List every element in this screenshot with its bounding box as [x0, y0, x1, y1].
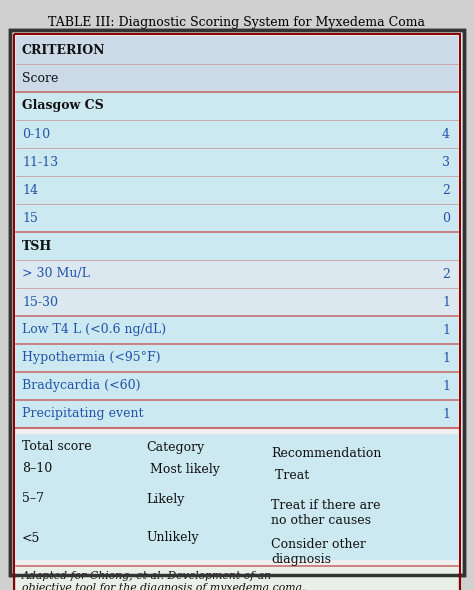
- Text: 1: 1: [442, 323, 450, 336]
- Bar: [16, 372, 458, 400]
- Bar: [16, 434, 458, 560]
- Text: <5: <5: [22, 532, 40, 545]
- Bar: [16, 36, 458, 64]
- Bar: [16, 288, 458, 316]
- Text: 0: 0: [442, 211, 450, 225]
- Text: Total score: Total score: [22, 441, 91, 454]
- Bar: [16, 344, 458, 372]
- Text: > 30 Mu/L: > 30 Mu/L: [22, 267, 90, 280]
- Text: TABLE III: Diagnostic Scoring System for Myxedema Coma: TABLE III: Diagnostic Scoring System for…: [48, 16, 426, 29]
- Text: 5–7: 5–7: [22, 493, 44, 506]
- Text: Category: Category: [146, 441, 204, 454]
- Text: Low T4 L (<0.6 ng/dL): Low T4 L (<0.6 ng/dL): [22, 323, 166, 336]
- Text: 3: 3: [442, 156, 450, 169]
- Text: Glasgow CS: Glasgow CS: [22, 100, 104, 113]
- Text: Adapted for Chiong, et al. Development of an
objective tool for the diagnosis of: Adapted for Chiong, et al. Development o…: [22, 571, 306, 590]
- Bar: [16, 566, 458, 590]
- Text: 15-30: 15-30: [22, 296, 58, 309]
- Bar: [16, 260, 458, 288]
- Text: 2: 2: [442, 267, 450, 280]
- Text: Unlikely: Unlikely: [146, 532, 199, 545]
- Bar: [16, 204, 458, 232]
- Text: Consider other
diagnosis: Consider other diagnosis: [271, 538, 366, 566]
- Text: 8–10: 8–10: [22, 463, 52, 476]
- Text: Most likely: Most likely: [146, 463, 220, 476]
- Text: TSH: TSH: [22, 240, 52, 253]
- Bar: [16, 92, 458, 120]
- Bar: [16, 176, 458, 204]
- Text: 0-10: 0-10: [22, 127, 50, 140]
- Text: 15: 15: [22, 211, 38, 225]
- Bar: [16, 148, 458, 176]
- Text: Recommendation: Recommendation: [271, 447, 382, 460]
- Text: Bradycardia (<60): Bradycardia (<60): [22, 379, 140, 392]
- Text: Hypothermia (<95°F): Hypothermia (<95°F): [22, 352, 161, 365]
- Text: Score: Score: [22, 71, 58, 84]
- Text: 1: 1: [442, 408, 450, 421]
- Bar: [16, 64, 458, 92]
- Text: Treat if there are
no other causes: Treat if there are no other causes: [271, 499, 381, 527]
- Text: 11-13: 11-13: [22, 156, 58, 169]
- Text: 4: 4: [442, 127, 450, 140]
- Bar: [16, 400, 458, 428]
- Bar: [16, 316, 458, 344]
- Text: 1: 1: [442, 352, 450, 365]
- Bar: [16, 120, 458, 148]
- Text: Treat: Treat: [271, 469, 309, 482]
- Text: Likely: Likely: [146, 493, 184, 506]
- Bar: [16, 232, 458, 260]
- Text: 1: 1: [442, 296, 450, 309]
- Text: Precipitating event: Precipitating event: [22, 408, 144, 421]
- Text: 2: 2: [442, 183, 450, 196]
- Text: 1: 1: [442, 379, 450, 392]
- Text: 14: 14: [22, 183, 38, 196]
- Text: CRITERION: CRITERION: [22, 44, 106, 57]
